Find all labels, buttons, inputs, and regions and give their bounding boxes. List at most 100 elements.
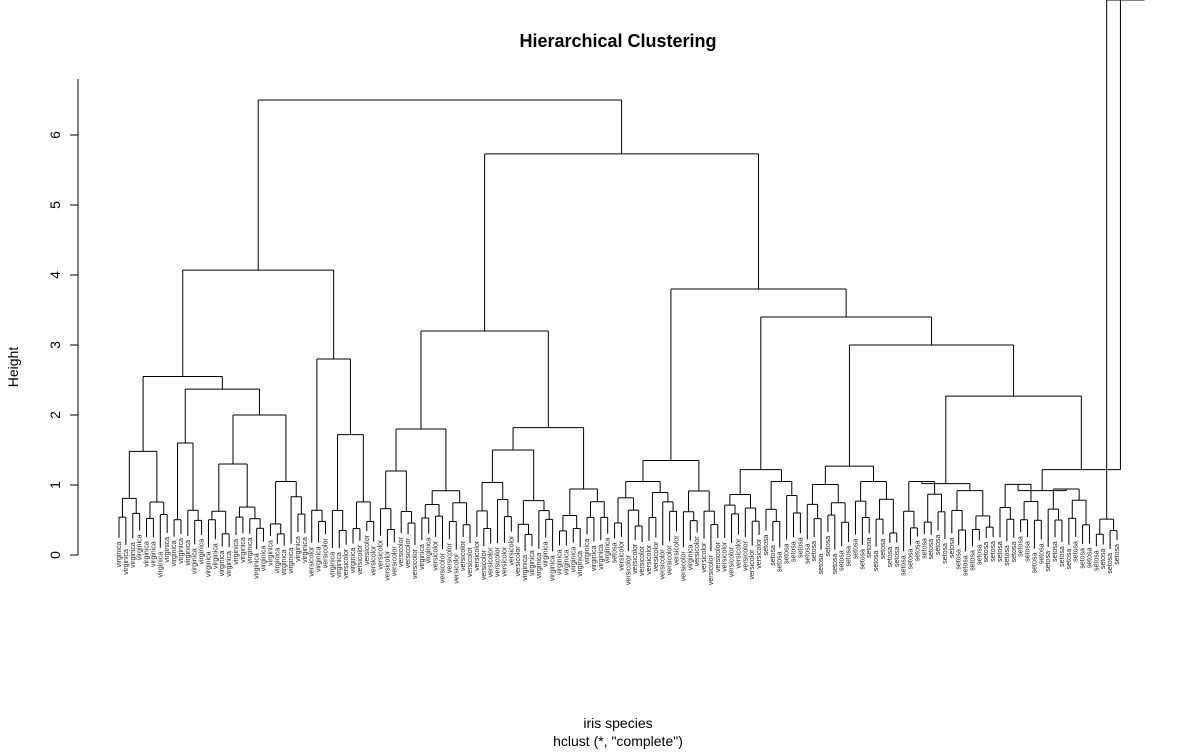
leaf-label: virginica — [522, 555, 529, 581]
leaf-label: versicolor — [515, 546, 522, 577]
leaf-label: virginica — [219, 550, 226, 576]
leaf-label: versicolor — [667, 545, 674, 576]
leaf-label: setosa — [825, 536, 832, 557]
leaf-label: versicolor — [446, 542, 453, 573]
leaf-label: versicolor — [412, 548, 419, 579]
leaf-label: versicolor — [680, 551, 687, 582]
leaf-label: virginica — [316, 546, 323, 572]
leaf-label: versicolor — [618, 540, 625, 571]
leaf-label: virginica — [288, 548, 295, 574]
leaf-label: virginica — [274, 548, 281, 574]
leaf-label: setosa — [963, 555, 970, 576]
leaf-label: virginica — [150, 541, 157, 567]
leaf-label: setosa — [997, 541, 1004, 562]
leaf-label: versicolor — [715, 541, 722, 572]
leaf-label: versicolor — [646, 544, 653, 575]
leaf-label: versicolor — [405, 538, 412, 569]
leaf-label: setosa — [880, 538, 887, 559]
method-sublabel: hclust (*, "complete") — [553, 733, 683, 749]
leaf-label: virginica — [123, 549, 130, 575]
leaf-label: setosa — [1066, 549, 1073, 570]
leaf-label: setosa — [894, 546, 901, 567]
leaf-label: versicolor — [453, 553, 460, 584]
leaf-label: versicolor — [625, 554, 632, 585]
leaf-label: virginica — [563, 550, 570, 576]
leaf-label: versicolor — [729, 546, 736, 577]
leaf-label: setosa — [832, 554, 839, 575]
leaf-label: virginica — [350, 547, 357, 573]
leaf-label: virginica — [295, 536, 302, 562]
leaf-label: versicolor — [488, 547, 495, 578]
leaf-label: virginica — [226, 551, 233, 577]
leaf-label: setosa — [976, 544, 983, 565]
leaf-label: versicolor — [309, 546, 316, 577]
y-axis: 0 1 2 3 4 5 6 — [47, 79, 79, 559]
leaf-label: virginica — [687, 545, 694, 571]
leaf-label: versicolor — [481, 549, 488, 580]
leaf-label: virginica — [192, 548, 199, 574]
leaf-label: setosa — [949, 537, 956, 558]
leaf-label: setosa — [942, 543, 949, 564]
leaf-label: setosa — [791, 541, 798, 562]
leaf-label: setosa — [921, 538, 928, 559]
leaf-label: versicolor — [433, 540, 440, 571]
leaf-label: virginica — [144, 541, 151, 567]
leaf-label: setosa — [969, 550, 976, 571]
leaf-label: setosa — [763, 534, 770, 555]
leaf-label: versicolor — [501, 546, 508, 577]
leaf-label: setosa — [804, 543, 811, 564]
leaf-label: versicolor — [384, 550, 391, 581]
leaf-label: virginica — [205, 551, 212, 577]
leaf-label: versicolor — [460, 540, 467, 571]
leaf-label: versicolor — [495, 546, 502, 577]
leaf-label: versicolor — [371, 545, 378, 576]
leaf-label: setosa — [1004, 545, 1011, 566]
leaf-label: versicolor — [708, 555, 715, 586]
leaf-label: versicolor — [674, 535, 681, 566]
leaf-label: setosa — [612, 543, 619, 564]
leaf-label: setosa — [839, 550, 846, 571]
y-tick-label: 1 — [47, 481, 63, 489]
leaf-label: versicolor — [639, 545, 646, 576]
leaf-label: virginica — [171, 541, 178, 567]
leaf-label: versicolor — [378, 539, 385, 570]
leaf-label: setosa — [1114, 544, 1121, 565]
leaf-label: versicolor — [322, 538, 329, 569]
leaf-label: setosa — [908, 549, 915, 570]
leaf-label: setosa — [928, 539, 935, 560]
leaf-label: setosa — [1086, 547, 1093, 568]
leaf-label: setosa — [859, 549, 866, 570]
leaf-label: setosa — [983, 542, 990, 563]
leaf-label: setosa — [1038, 543, 1045, 564]
y-tick-label: 4 — [47, 271, 63, 279]
leaf-label: virginica — [543, 541, 550, 567]
leaf-label: virginica — [178, 538, 185, 564]
leaf-label: versicolor — [742, 540, 749, 571]
leaf-label: virginica — [419, 544, 426, 570]
y-tick-label: 2 — [47, 411, 63, 419]
y-tick-label: 3 — [47, 341, 63, 349]
leaf-label: virginica — [137, 534, 144, 560]
leaf-label: versicolor — [508, 535, 515, 566]
leaf-label: setosa — [1011, 542, 1018, 563]
leaf-label: virginica — [584, 539, 591, 565]
y-tick-label: 0 — [47, 551, 63, 559]
leaf-label: versicolor — [343, 548, 350, 579]
leaf-label: setosa — [935, 534, 942, 555]
leaf-label: setosa — [777, 551, 784, 572]
leaf-label: versicolor — [474, 540, 481, 571]
leaf-label: versicolor — [653, 541, 660, 572]
leaf-label: virginica — [550, 555, 557, 581]
leaf-label: setosa — [866, 537, 873, 558]
leaf-label: virginica — [116, 542, 123, 568]
y-tick-label: 5 — [47, 201, 63, 209]
leaf-label: virginica — [591, 545, 598, 571]
leaf-label: setosa — [914, 541, 921, 562]
leaf-label: virginica — [281, 550, 288, 576]
leaf-label: setosa — [1100, 548, 1107, 569]
leaf-label: virginica — [529, 550, 536, 576]
leaf-label: virginica — [577, 551, 584, 577]
leaf-label: virginica — [164, 537, 171, 563]
leaf-label: versicolor — [756, 538, 763, 569]
